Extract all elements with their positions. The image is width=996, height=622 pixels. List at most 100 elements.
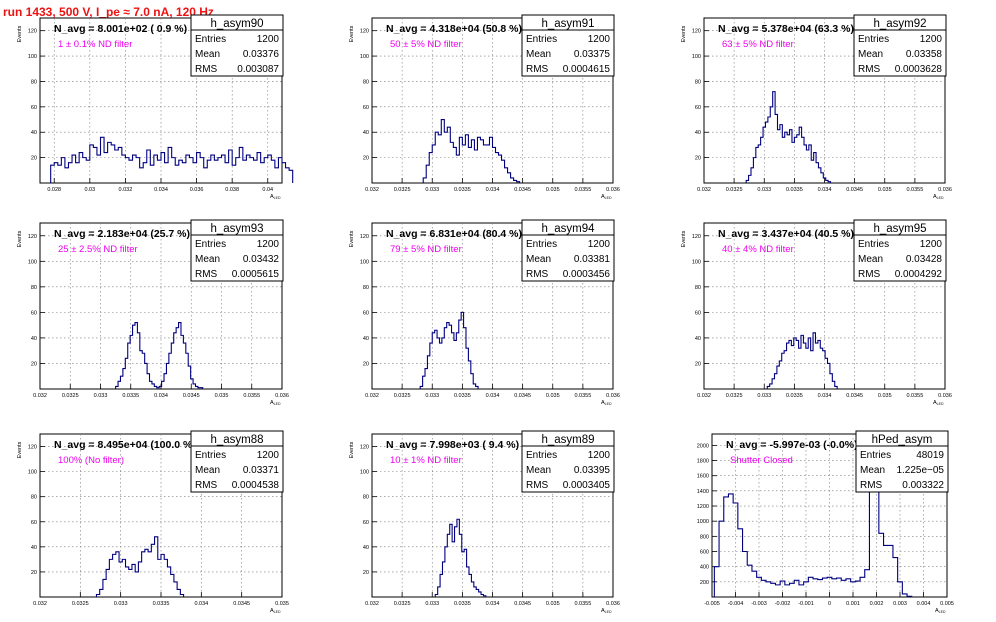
y-tick-label: 100 bbox=[28, 54, 37, 60]
stats-label: RMS bbox=[860, 480, 883, 491]
x-tick-label: 0.0355 bbox=[906, 393, 923, 399]
stats-label: Entries bbox=[195, 34, 226, 45]
stats-value: 0.0004538 bbox=[232, 480, 280, 491]
x-tick-label: -0.003 bbox=[751, 601, 767, 607]
x-tick-label: 0.033 bbox=[114, 601, 128, 607]
y-tick-label: 60 bbox=[695, 105, 701, 111]
x-tick-label: 0.0325 bbox=[394, 601, 411, 607]
x-tick-label: -0.005 bbox=[704, 601, 720, 607]
y-tick-label: 120 bbox=[692, 29, 701, 35]
x-tick-label: 0.0335 bbox=[454, 393, 471, 399]
x-tick-label: 0.036 bbox=[606, 601, 620, 607]
x-tick-label: 0.0355 bbox=[906, 187, 923, 193]
stats-box bbox=[521, 14, 615, 77]
y-tick-label: 100 bbox=[360, 259, 369, 265]
histogram-name: h_asym93 bbox=[210, 223, 263, 235]
x-tick-label: 0.035 bbox=[878, 187, 892, 193]
x-tick-label: 0.04 bbox=[262, 187, 273, 193]
x-tick-label: 0.0335 bbox=[786, 187, 803, 193]
stats-value: 0.03375 bbox=[574, 49, 611, 60]
x-axis-label: ALED bbox=[601, 400, 612, 406]
x-axis-label: ALED bbox=[935, 608, 946, 614]
y-tick-label: 120 bbox=[360, 445, 369, 451]
y-tick-label: 1000 bbox=[697, 519, 709, 525]
y-tick-label: 100 bbox=[360, 470, 369, 476]
n-avg-label: N_avg = 4.318e+04 (50.8 %) bbox=[386, 23, 522, 35]
run-title: run 1433, 500 V, I_pe ≈ 7.0 nA, 120 Hz bbox=[3, 5, 214, 19]
x-tick-label: 0.003 bbox=[893, 601, 907, 607]
x-axis-label: ALED bbox=[270, 608, 281, 614]
x-axis-label: ALED bbox=[933, 194, 944, 200]
y-tick-label: 40 bbox=[363, 336, 369, 342]
y-tick-label: 60 bbox=[31, 105, 37, 111]
stats-box bbox=[855, 430, 949, 493]
y-tick-label: 80 bbox=[363, 79, 369, 85]
n-avg-label: N_avg = 8.495e+04 (100.0 %) bbox=[54, 439, 196, 451]
stats-value: 0.003322 bbox=[902, 480, 944, 491]
stats-value: 1200 bbox=[588, 239, 611, 250]
histogram-name: h_asym95 bbox=[873, 223, 926, 235]
histogram-name: h_asym88 bbox=[210, 434, 263, 446]
y-tick-label: 100 bbox=[360, 54, 369, 60]
stats-value: 1200 bbox=[257, 450, 280, 461]
stats-value: 48019 bbox=[916, 450, 944, 461]
histogram-line bbox=[422, 118, 521, 183]
x-tick-label: 0.0355 bbox=[574, 393, 591, 399]
x-tick-label: -0.002 bbox=[775, 601, 791, 607]
x-tick-label: 0.0335 bbox=[153, 601, 170, 607]
stats-value: 1200 bbox=[588, 34, 611, 45]
y-tick-label: 40 bbox=[695, 336, 701, 342]
y-tick-label: 60 bbox=[31, 520, 37, 526]
y-tick-label: 120 bbox=[692, 234, 701, 240]
y-tick-label: 400 bbox=[700, 565, 709, 571]
x-tick-label: 0.033 bbox=[425, 601, 439, 607]
x-tick-label: 0.033 bbox=[94, 393, 108, 399]
stats-label: Entries bbox=[526, 239, 557, 250]
x-tick-label: 0.0345 bbox=[183, 393, 200, 399]
stats-label: Mean bbox=[526, 465, 551, 476]
y-tick-label: 1200 bbox=[697, 504, 709, 510]
x-axis-label: ALED bbox=[601, 194, 612, 200]
stats-label: Mean bbox=[860, 465, 885, 476]
filter-label: 1 ± 0.1% ND filter bbox=[58, 39, 132, 50]
x-tick-label: 0.034 bbox=[818, 187, 832, 193]
x-axis-label: ALED bbox=[270, 194, 281, 200]
x-tick-label: 0.033 bbox=[757, 187, 771, 193]
filter-label: 63 ± 5% ND filter bbox=[722, 39, 794, 50]
stats-label: Mean bbox=[858, 49, 883, 60]
x-axis-label: ALED bbox=[270, 400, 281, 406]
y-axis-label: Events bbox=[17, 230, 23, 247]
x-tick-label: 0.0355 bbox=[574, 601, 591, 607]
y-tick-label: 60 bbox=[31, 310, 37, 316]
stats-label: Entries bbox=[858, 34, 889, 45]
y-tick-label: 80 bbox=[363, 285, 369, 291]
x-tick-label: 0.03 bbox=[84, 187, 95, 193]
stats-value: 1200 bbox=[257, 239, 280, 250]
x-tick-label: 0.0325 bbox=[726, 393, 743, 399]
x-tick-label: 0.038 bbox=[225, 187, 239, 193]
x-tick-label: 0.035 bbox=[546, 393, 560, 399]
x-tick-label: 0.0335 bbox=[122, 393, 139, 399]
x-tick-label: 0.004 bbox=[917, 601, 931, 607]
stats-box bbox=[190, 430, 284, 493]
stats-label: RMS bbox=[526, 64, 549, 75]
stats-label: Entries bbox=[858, 239, 889, 250]
x-tick-label: 0.032 bbox=[365, 393, 379, 399]
y-tick-label: 40 bbox=[31, 336, 37, 342]
x-tick-label: 0.0335 bbox=[786, 393, 803, 399]
stats-label: RMS bbox=[858, 64, 881, 75]
y-tick-label: 1400 bbox=[697, 489, 709, 495]
x-tick-label: 0.032 bbox=[33, 601, 47, 607]
stats-value: 0.03358 bbox=[906, 49, 943, 60]
x-tick-label: -0.001 bbox=[798, 601, 814, 607]
histogram-line bbox=[745, 91, 832, 183]
stats-label: RMS bbox=[195, 64, 218, 75]
histogram-name: h_asym91 bbox=[541, 18, 594, 30]
histogram-name: h_asym90 bbox=[210, 18, 263, 30]
x-tick-label: 0.032 bbox=[33, 393, 47, 399]
x-tick-label: 0.036 bbox=[606, 187, 620, 193]
y-tick-label: 100 bbox=[692, 259, 701, 265]
y-axis-label: Events bbox=[681, 25, 687, 42]
x-tick-label: 0.033 bbox=[757, 393, 771, 399]
y-tick-label: 120 bbox=[28, 234, 37, 240]
